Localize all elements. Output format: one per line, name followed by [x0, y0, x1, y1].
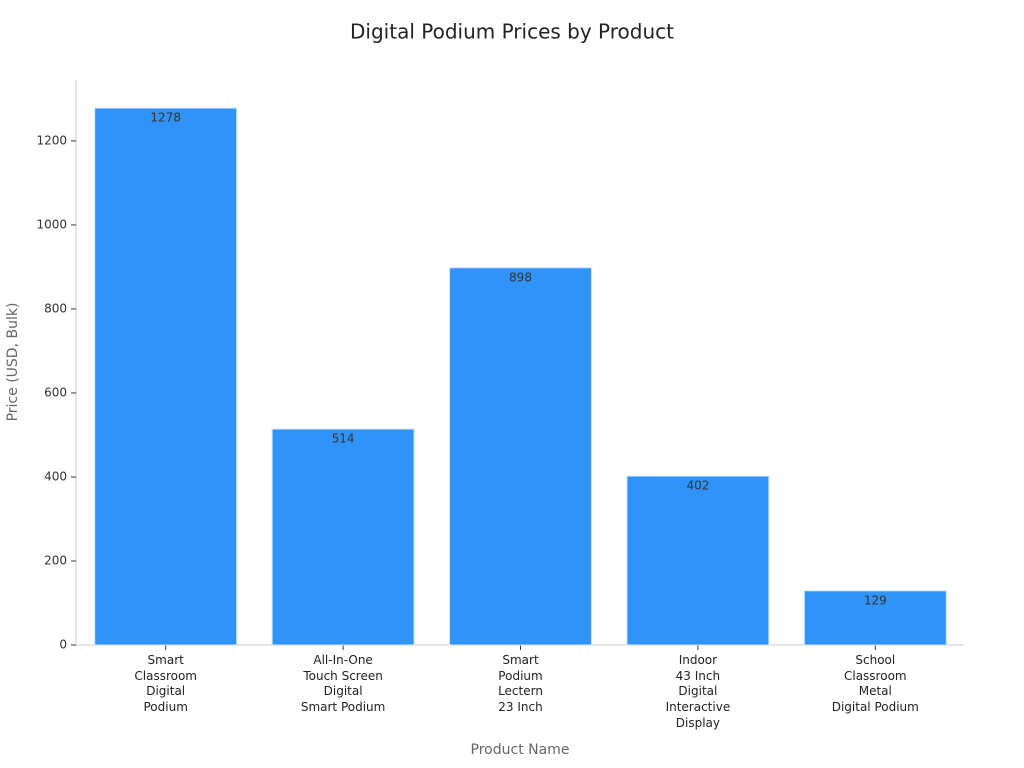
bar — [94, 107, 238, 646]
chart-title: Digital Podium Prices by Product — [350, 20, 674, 44]
y-axis-label: Price (USD, Bulk) — [5, 303, 21, 422]
y-tick-label: 0 — [59, 638, 67, 652]
x-tick-label: Indoor 43 Inch Digital Interactive Displ… — [665, 653, 731, 730]
x-tick-label: Smart Podium Lectern 23 Inch — [498, 653, 543, 715]
value-label: 898 — [509, 270, 532, 284]
y-tick-label: 600 — [44, 385, 67, 399]
y-tick-label: 1200 — [36, 133, 67, 147]
y-tick-label: 1000 — [36, 217, 67, 231]
y-tick-label: 200 — [44, 553, 67, 567]
value-label: 402 — [686, 479, 709, 493]
value-label: 129 — [864, 593, 887, 607]
y-tick-label: 400 — [44, 469, 67, 483]
bar — [803, 590, 947, 646]
bar — [449, 267, 592, 646]
x-tick-label: All-In-One Touch Screen Digital Smart Po… — [300, 653, 386, 715]
bar — [271, 428, 415, 646]
value-label: 1278 — [150, 111, 181, 125]
x-tick-label: Smart Classroom Digital Podium — [134, 653, 197, 715]
x-tick-label: School Classroom Metal Digital Podium — [831, 653, 919, 715]
value-label: 514 — [332, 432, 355, 446]
y-tick-label: 800 — [44, 301, 67, 315]
x-axis-label: Product Name — [471, 742, 570, 758]
bar — [626, 475, 770, 646]
